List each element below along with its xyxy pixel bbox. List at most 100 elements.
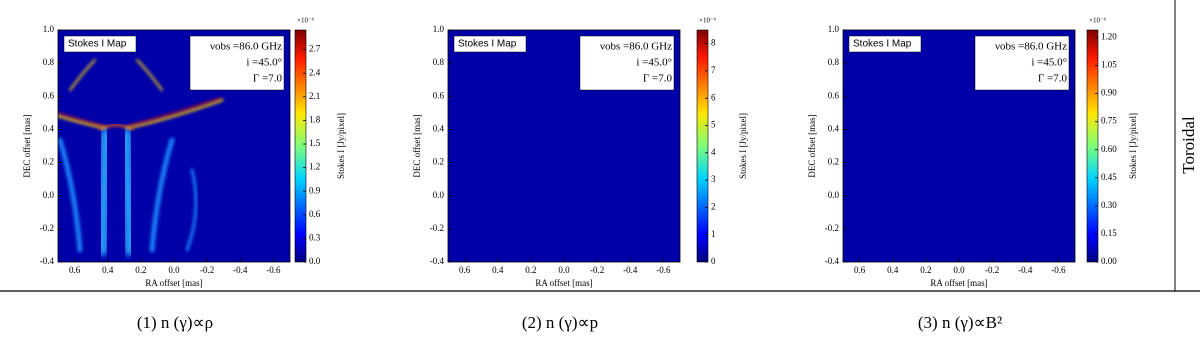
x-tick-label: 0.6 [854,265,866,275]
emission-feature [36,170,45,250]
colorbar-scale: ×10⁻⁶ [1089,17,1107,25]
colorbar-tick-label: 2.1 [309,91,320,101]
y-tick-label: 1.0 [433,24,445,34]
emission-image [36,59,224,256]
map-title: Stokes I Map [853,39,912,50]
colorbar-tick-label: 0.90 [1101,88,1117,98]
x-tick-label: 0.0 [168,265,180,275]
colorbar-tick-label: 1 [711,229,716,239]
colorbar-tick-label: 2 [711,201,716,211]
colorbar-tick-label: 1.2 [309,162,320,172]
x-tick-label: -0.4 [623,265,638,275]
emission-feature [69,59,96,91]
colorbar-tick-label: 1.5 [309,138,321,148]
y-tick-label: 0.0 [828,190,840,200]
colorbar-tick-label: 6 [711,92,716,102]
caption: (2) n (γ)∝p [522,313,598,332]
emission-feature [125,98,224,130]
colorbar-tick-label: 0.30 [1101,200,1117,210]
emission-feature [127,97,221,127]
y-tick-label: 0.6 [433,90,445,100]
label-box [974,35,1070,91]
y-tick-label: -0.4 [825,256,840,266]
colorbar-tick-label: 0.0 [309,256,321,266]
annotation: i =45.0° [246,57,282,69]
emission-feature [120,129,136,256]
annotation: i =45.0° [636,57,672,69]
y-tick-label: 0.8 [433,57,445,67]
x-axis-label: RA offset [mas] [930,278,987,288]
colorbar-tick-label: 0.60 [1101,144,1117,154]
colorbar [696,29,709,263]
y-tick-label: 0.4 [828,123,840,133]
y-tick-label: 0.0 [43,190,55,200]
y-tick-label: -0.2 [825,223,839,233]
y-tick-label: 1.0 [828,24,840,34]
colorbar-tick-label: 0 [711,256,716,266]
label-box [579,35,675,91]
y-tick-label: 0.4 [433,123,445,133]
y-tick-label: 0.6 [828,90,840,100]
colorbar-tick-label: 2.4 [309,67,321,77]
colorbar-tick-label: 0.6 [309,209,321,219]
emission-feature [58,114,107,130]
panel: 0.6 0.4 0.2 0.0 -0.2 -0.4 -0.6 -0.4 -0.2 0.0 0.2 0.… [412,17,748,332]
x-tick-label: 0.0 [558,265,570,275]
x-tick-label: -0.4 [1018,265,1033,275]
colorbar-tick-label: 0.00 [1101,256,1117,266]
colorbar-tick-label: 0.75 [1101,116,1117,126]
x-axis-label: RA offset [mas] [535,278,592,288]
x-tick-label: -0.6 [1051,265,1066,275]
label-box [848,35,922,53]
annotation: i =45.0° [1031,57,1067,69]
colorbar-tick-label: 0.15 [1101,228,1117,238]
colorbar-label: Stokes I [Jy/pixel] [738,113,748,179]
map-title: Stokes I Map [68,39,127,50]
emission-feature [185,168,198,252]
y-axis-label: DEC offset [mas] [22,114,32,177]
colorbar-scale: ×10⁻⁶ [699,17,717,25]
colorbar-tick-label: 0.3 [309,232,321,242]
caption: (1) n (γ)∝ρ [137,313,213,332]
y-tick-label: 0.8 [828,57,840,67]
y-tick-label: 0.2 [43,157,54,167]
y-tick-label: 0.4 [43,123,55,133]
x-tick-label: 0.4 [102,265,114,275]
emission-feature [98,123,134,132]
y-axis-label: DEC offset [mas] [412,114,422,177]
x-tick-label: -0.2 [985,265,999,275]
x-tick-label: 0.2 [135,265,146,275]
annotation: νobs =86.0 GHz [210,41,282,53]
colorbar-tick-label: 0.45 [1101,172,1117,182]
emission-feature [96,129,112,256]
x-tick-label: 0.6 [459,265,471,275]
colorbar-tick-label: 8 [711,38,716,48]
x-axis-label: RA offset [mas] [145,278,202,288]
annotation: νobs =86.0 GHz [600,41,672,53]
colorbar [1086,29,1099,263]
map-title: Stokes I Map [458,39,517,50]
x-tick-label: -0.6 [656,265,671,275]
emission-feature [136,59,163,91]
label-box [63,35,137,53]
x-tick-label: -0.6 [266,265,281,275]
x-tick-label: 0.4 [887,265,899,275]
y-tick-label: 0.2 [828,157,839,167]
x-tick-label: 0.2 [525,265,536,275]
y-axis-label: DEC offset [mas] [807,114,817,177]
y-tick-label: -0.4 [40,256,55,266]
panel: 0.6 0.4 0.2 0.0 -0.2 -0.4 -0.6 -0.4 -0.2 0.0 0.2 0.… [807,17,1138,332]
x-tick-label: 0.6 [69,265,81,275]
x-tick-label: 0.0 [953,265,965,275]
x-tick-label: -0.2 [200,265,214,275]
y-tick-label: 0.0 [433,190,445,200]
y-tick-label: -0.2 [40,223,54,233]
colorbar-tick-label: 4 [711,147,716,157]
y-tick-label: 1.0 [43,24,55,34]
x-tick-label: -0.4 [233,265,248,275]
y-tick-label: -0.2 [430,223,444,233]
x-tick-label: 0.4 [492,265,504,275]
colorbar-tick-label: 0.9 [309,185,321,195]
colorbar-scale: ×10⁻⁶ [297,17,315,25]
